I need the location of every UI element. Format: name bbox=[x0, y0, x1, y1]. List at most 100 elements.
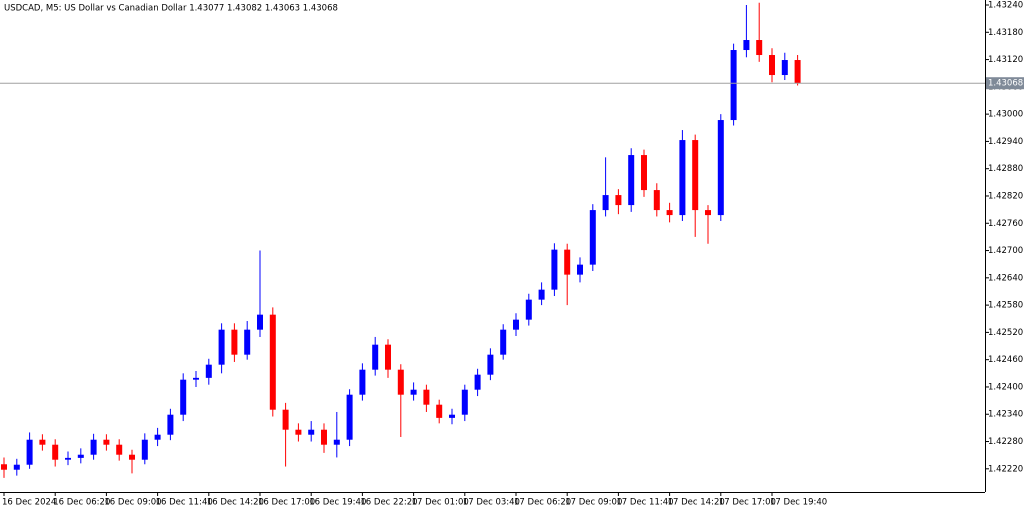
candle-body bbox=[65, 457, 71, 460]
y-tick-label: 1.43180 bbox=[988, 28, 1023, 38]
y-tick-label: 1.42820 bbox=[988, 191, 1023, 201]
x-tick-label: 17 Dec 14:20 bbox=[668, 498, 725, 508]
candle-body bbox=[423, 389, 430, 405]
candle-body bbox=[577, 264, 583, 275]
candle-body bbox=[564, 249, 571, 275]
y-tick-label: 1.42580 bbox=[988, 301, 1023, 311]
candle-body bbox=[244, 329, 251, 355]
candle-body bbox=[679, 140, 686, 216]
candle-body bbox=[77, 454, 84, 458]
candle-body bbox=[346, 394, 353, 440]
candle-body bbox=[116, 444, 123, 455]
x-tick-label: 16 Dec 06:20 bbox=[53, 498, 110, 508]
x-tick-label: 16 Dec 17:00 bbox=[258, 498, 315, 508]
candle-body bbox=[769, 55, 775, 76]
candle-body bbox=[193, 377, 199, 380]
x-tick-label: 17 Dec 11:40 bbox=[616, 498, 673, 508]
x-tick-label: 16 Dec 11:40 bbox=[156, 498, 213, 508]
chart-title: USDCAD, M5: US Dollar vs Canadian Dollar… bbox=[4, 4, 338, 14]
candle-body bbox=[167, 414, 174, 435]
candle-body bbox=[282, 409, 289, 430]
candle-body bbox=[103, 439, 110, 445]
candle-body bbox=[730, 50, 737, 121]
candle-body bbox=[794, 60, 801, 84]
candle-body bbox=[705, 210, 711, 216]
y-tick-label: 1.42700 bbox=[988, 246, 1023, 256]
candle-body bbox=[538, 289, 545, 300]
y-tick-label: 1.42220 bbox=[988, 464, 1023, 474]
candle-body bbox=[474, 374, 481, 390]
candle-body bbox=[385, 344, 391, 370]
candle-body bbox=[653, 190, 660, 211]
candle-body bbox=[26, 439, 33, 465]
candle-body bbox=[641, 155, 647, 191]
y-tick-label: 1.43120 bbox=[988, 55, 1023, 65]
candle-body bbox=[461, 389, 468, 415]
candle-body bbox=[666, 210, 673, 216]
candle-body bbox=[397, 369, 404, 395]
y-tick-label: 1.42280 bbox=[988, 437, 1023, 447]
x-tick-label: 17 Dec 17:00 bbox=[719, 498, 776, 508]
candle-body bbox=[615, 195, 622, 206]
x-tick-label: 16 Dec 14:20 bbox=[207, 498, 264, 508]
current-price-label: 1.43068 bbox=[988, 79, 1023, 89]
candle-body bbox=[205, 364, 212, 378]
x-tick-label: 16 Dec 2024 bbox=[2, 498, 56, 508]
x-tick-label: 17 Dec 06:20 bbox=[514, 498, 571, 508]
candle-body bbox=[589, 210, 596, 265]
y-tick-label: 1.42460 bbox=[988, 355, 1023, 365]
candle-body bbox=[308, 429, 315, 435]
candle-body bbox=[39, 439, 46, 445]
candle-body bbox=[756, 40, 763, 56]
candle-body bbox=[781, 60, 788, 76]
x-tick-label: 16 Dec 19:40 bbox=[309, 498, 366, 508]
candle-body bbox=[551, 249, 558, 290]
candle-body bbox=[513, 319, 519, 330]
candle-body bbox=[410, 389, 417, 395]
candle-body bbox=[180, 379, 187, 415]
y-tick-label: 1.42400 bbox=[988, 382, 1023, 392]
candle-body bbox=[295, 429, 302, 435]
y-tick-label: 1.42940 bbox=[988, 137, 1023, 147]
candle-body bbox=[13, 464, 20, 470]
y-tick-label: 1.42520 bbox=[988, 328, 1023, 338]
candle-body bbox=[372, 344, 379, 370]
y-tick-label: 1.42760 bbox=[988, 219, 1023, 229]
candle-body bbox=[487, 354, 494, 375]
x-tick-label: 17 Dec 03:40 bbox=[463, 498, 520, 508]
candle-body bbox=[602, 195, 609, 211]
x-tick-label: 17 Dec 19:40 bbox=[770, 498, 827, 508]
candle-body bbox=[333, 439, 340, 445]
candle-body bbox=[449, 414, 455, 418]
candle-body bbox=[500, 329, 507, 355]
candle-body bbox=[743, 40, 750, 51]
y-tick-label: 1.42880 bbox=[988, 164, 1023, 174]
candle-body bbox=[129, 454, 135, 460]
y-tick-label: 1.43000 bbox=[988, 110, 1023, 120]
x-tick-label: 16 Dec 09:00 bbox=[104, 498, 161, 508]
x-tick-label: 17 Dec 09:00 bbox=[565, 498, 622, 508]
candle-body bbox=[141, 439, 148, 460]
x-tick-label: 16 Dec 22:20 bbox=[360, 498, 417, 508]
candle-body bbox=[359, 369, 366, 395]
candle-body bbox=[692, 140, 699, 211]
candle-body bbox=[525, 299, 532, 320]
candle-body bbox=[269, 314, 276, 410]
y-tick-label: 1.42640 bbox=[988, 273, 1023, 283]
candle-body bbox=[1, 464, 7, 470]
candle-body bbox=[90, 439, 97, 455]
candle-body bbox=[321, 429, 327, 445]
y-tick-label: 1.43240 bbox=[988, 1, 1023, 11]
candle-body bbox=[218, 329, 225, 365]
candle-body bbox=[717, 120, 724, 216]
current-price-box bbox=[986, 77, 1024, 90]
candle-body bbox=[52, 444, 59, 460]
y-tick-label: 1.42340 bbox=[988, 410, 1023, 420]
candle-body bbox=[628, 155, 635, 206]
candle-body bbox=[154, 434, 161, 440]
candle-body bbox=[257, 314, 263, 330]
candle-body bbox=[436, 404, 443, 418]
candle-body bbox=[231, 329, 238, 355]
x-tick-label: 17 Dec 01:00 bbox=[412, 498, 469, 508]
